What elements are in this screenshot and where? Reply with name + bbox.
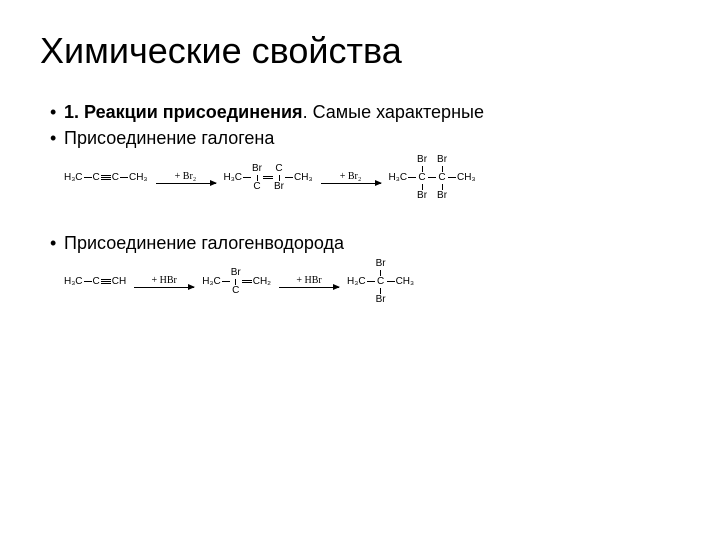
rxn1-arrow-1: + Br₂ [156,172,216,184]
reaction-2: H₃C C CH + HBr H₃C Br C CH₂ + HBr [64,259,680,305]
bullet-2: Присоединение галогена [50,126,680,150]
rxn2-reactant: H₃C C CH [64,277,126,287]
bullet-1-rest: . Самые характерные [303,102,484,122]
rxn2-intermediate: H₃C Br C CH₂ [202,268,271,296]
rxn1-reactant: H₃C C C CH₃ [64,173,148,183]
bullet-1-bold: 1. Реакции присоединения [64,102,303,122]
bullet-3: Присоединение галогенводорода [50,231,680,255]
rxn1-intermediate: H₃C Br C C Br CH₃ [224,164,313,192]
bullet-1: 1. Реакции присоединения. Самые характер… [50,100,680,124]
rxn1-arrow-2: + Br₂ [321,172,381,184]
rxn2-arrow-2: + HBr [279,276,339,288]
rxn2-product: H₃C Br C Br CH₃ [347,259,414,305]
reaction-1: H₃C C C CH₃ + Br₂ H₃C Br C C B [64,155,680,201]
page-title: Химические свойства [40,30,680,72]
rxn1-product: H₃C Br C Br Br C Br CH₃ [389,155,476,201]
rxn2-arrow-1: + HBr [134,276,194,288]
slide: Химические свойства 1. Реакции присоедин… [0,0,720,365]
